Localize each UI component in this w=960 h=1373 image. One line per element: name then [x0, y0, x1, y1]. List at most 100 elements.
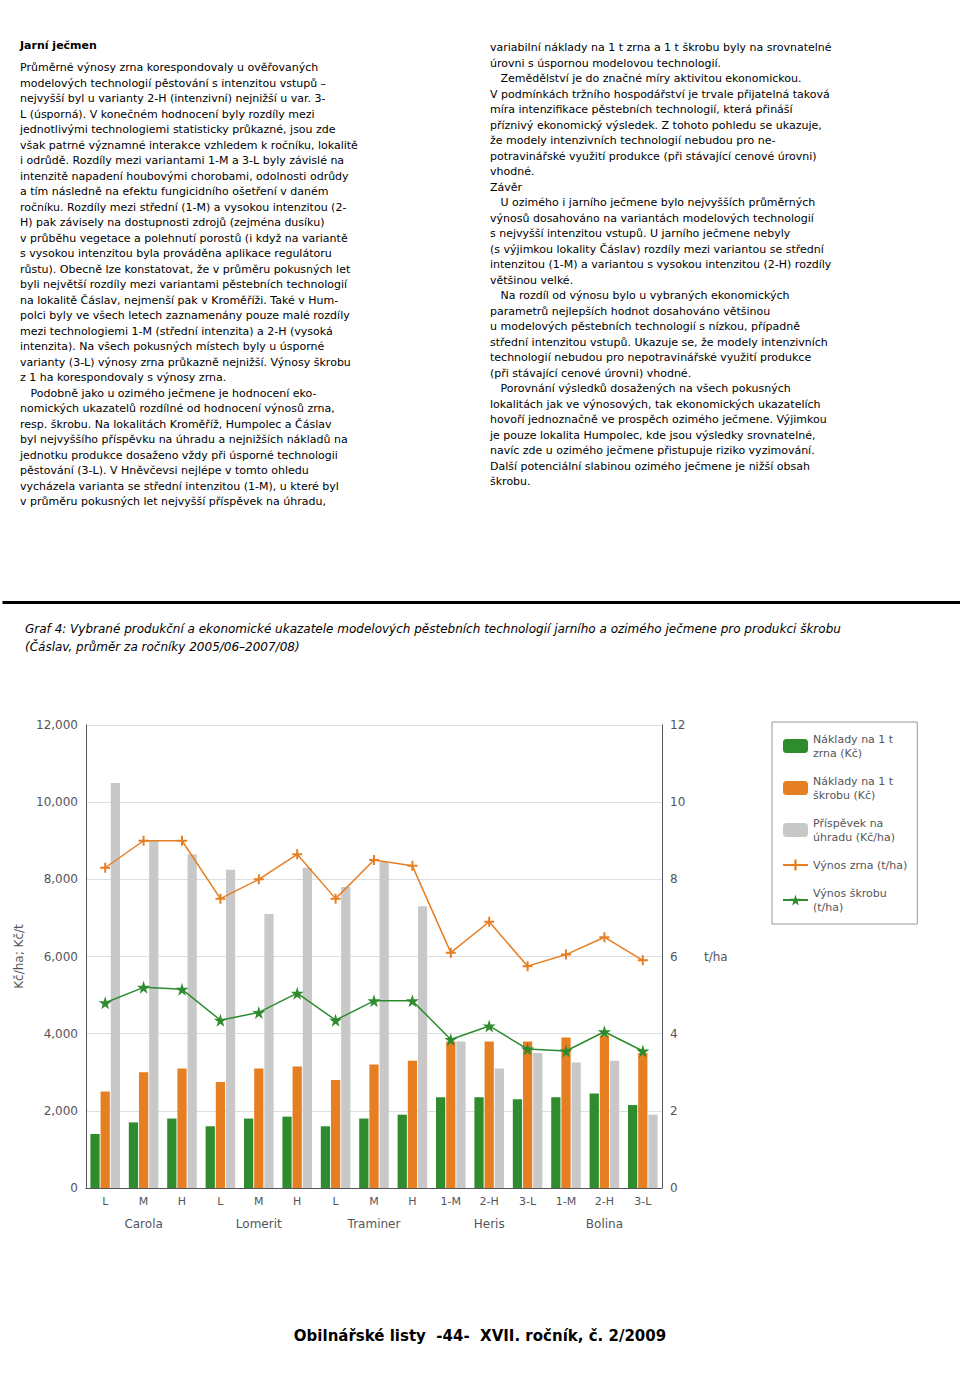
- svg-text:Výnos škrobu: Výnos škrobu: [813, 887, 887, 900]
- svg-text:pěstování (3-L). V Hněvčevsi n: pěstování (3-L). V Hněvčevsi nejlépe v t…: [20, 464, 309, 477]
- svg-text:a tím následně na efektu fungi: a tím následně na efektu fungicidního oš…: [20, 185, 329, 198]
- svg-text:resp. škrobu. Na lokalitách Kr: resp. škrobu. Na lokalitách Kroměříž, Hu…: [20, 418, 332, 431]
- svg-text:3-L: 3-L: [519, 1195, 537, 1208]
- svg-text:potravinářské využití produkce: potravinářské využití produkce (při stáv…: [490, 150, 817, 163]
- svg-text:L: L: [333, 1195, 340, 1208]
- svg-text:8: 8: [670, 872, 678, 886]
- svg-text:2-H: 2-H: [595, 1195, 614, 1208]
- svg-text:s nejvyšší intenzitou vstupů.: s nejvyšší intenzitou vstupů. U jarního …: [490, 227, 791, 240]
- svg-text:Traminer: Traminer: [347, 1217, 401, 1231]
- svg-text:L (úsporná). V konečném hodnoc: L (úsporná). V konečném hodnocení byly r…: [20, 108, 315, 121]
- svg-text:10: 10: [670, 795, 685, 809]
- svg-text:že modely intenzivních technol: že modely intenzivních technologií nebud…: [490, 134, 776, 147]
- svg-text:2,000: 2,000: [44, 1104, 78, 1118]
- svg-text:byli největší rozdíly mezi var: byli největší rozdíly mezi variantami pě…: [20, 278, 348, 291]
- svg-text:i odrůdě. Rozdíly mezi variant: i odrůdě. Rozdíly mezi variantami 1-M a …: [20, 154, 344, 167]
- svg-text:M: M: [254, 1195, 264, 1208]
- svg-text:úrovni s úspornou modelovou te: úrovni s úspornou modelovou technologií.: [490, 57, 721, 70]
- svg-text:Graf 4: Vybrané produkční a ek: Graf 4: Vybrané produkční a ekonomické u…: [25, 622, 841, 636]
- svg-text:Průměrné výnosy zrna korespond: Průměrné výnosy zrna korespondovaly u ov…: [20, 61, 318, 74]
- svg-text:Náklady na 1 t: Náklady na 1 t: [813, 775, 894, 788]
- svg-text:H) pak závisely na dostupnosti: H) pak závisely na dostupnosti zdrojů (z…: [20, 216, 324, 229]
- svg-text:Kč/ha; Kč/t: Kč/ha; Kč/t: [12, 924, 26, 989]
- svg-text:ročníku. Rozdíly mezi střední: ročníku. Rozdíly mezi střední (1-M) a vy…: [20, 201, 346, 214]
- svg-text:2: 2: [670, 1104, 678, 1118]
- svg-text:Výnos zrna (t/ha): Výnos zrna (t/ha): [813, 859, 907, 872]
- svg-text:Jarní ječmen: Jarní ječmen: [19, 39, 97, 52]
- svg-text:střední intenzitou vstupů. Uka: střední intenzitou vstupů. Ukazuje se, ž…: [490, 336, 828, 349]
- svg-text:Další potenciální slabinou ozi: Další potenciální slabinou ozimého ječme…: [490, 460, 810, 473]
- svg-text:Lomerit: Lomerit: [236, 1217, 282, 1231]
- svg-text:Bolina: Bolina: [586, 1217, 623, 1231]
- svg-text:Heris: Heris: [474, 1217, 505, 1231]
- svg-text:(t/ha): (t/ha): [813, 901, 843, 914]
- svg-text:jednotku produkce dosaženo vžd: jednotku produkce dosaženo vždy při úspo…: [19, 449, 338, 462]
- svg-text:modelových technologií pěstová: modelových technologií pěstování s inten…: [20, 77, 326, 90]
- svg-text:v průměru pokusných let nejvyš: v průměru pokusných let nejvyšší příspěv…: [20, 495, 326, 508]
- svg-text:4: 4: [670, 1027, 678, 1041]
- svg-text:zrna (Kč): zrna (Kč): [813, 747, 862, 760]
- svg-text:variabilní náklady na 1 t zrna: variabilní náklady na 1 t zrna a 1 t škr…: [490, 41, 832, 54]
- svg-text:Carola: Carola: [124, 1217, 162, 1231]
- svg-text:L: L: [102, 1195, 109, 1208]
- svg-text:0: 0: [670, 1181, 678, 1195]
- svg-text:jednotlivými technologiemi sta: jednotlivými technologiemi statisticky p…: [19, 123, 336, 136]
- svg-text:Porovnání výsledků dosažených: Porovnání výsledků dosažených na všech p…: [490, 382, 791, 395]
- svg-text:navíc zde u ozimého ječmene př: navíc zde u ozimého ječmene přistupuje r…: [490, 444, 815, 457]
- svg-text:Zemědělství je do značné míry: Zemědělství je do značné míry aktivitou …: [490, 72, 802, 85]
- svg-text:3-L: 3-L: [634, 1195, 652, 1208]
- svg-text:s vysokou intenzitou byla prov: s vysokou intenzitou byla prováděna apli…: [20, 247, 332, 260]
- svg-text:V podmínkách tržního hospodářs: V podmínkách tržního hospodářství je trv…: [490, 88, 830, 101]
- svg-text:Závěr: Závěr: [490, 181, 523, 194]
- svg-text:v průběhu vegetace a polehnutí: v průběhu vegetace a polehnutí porostů (…: [20, 232, 348, 245]
- svg-text:intenzitě napadení houbovými c: intenzitě napadení houbovými chorobami, …: [20, 170, 349, 183]
- svg-text:je pouze lokalita Humpolec, kd: je pouze lokalita Humpolec, kde jsou výs…: [489, 429, 815, 442]
- svg-text:M: M: [369, 1195, 379, 1208]
- svg-text:(Čáslav, průměr za ročníky 200: (Čáslav, průměr za ročníky 2005/06–2007/…: [25, 639, 300, 654]
- svg-text:1-M: 1-M: [441, 1195, 461, 1208]
- svg-text:polci byly ve všech letech zaz: polci byly ve všech letech zaznamenány p…: [20, 309, 350, 322]
- svg-text:mezi technologiemi 1-M (středn: mezi technologiemi 1-M (střední intenzit…: [20, 325, 333, 338]
- svg-text:L: L: [217, 1195, 224, 1208]
- svg-text:8,000: 8,000: [44, 872, 78, 886]
- svg-text:většinou velké.: většinou velké.: [490, 274, 573, 287]
- svg-text:Na rozdíl od výnosu bylo u vyb: Na rozdíl od výnosu bylo u vybraných eko…: [490, 289, 789, 302]
- svg-text:M: M: [139, 1195, 149, 1208]
- svg-text:12: 12: [670, 718, 685, 732]
- svg-text:růstu). Obecně lze konstatovat: růstu). Obecně lze konstatovat, že v prů…: [20, 263, 351, 276]
- svg-text:Náklady na 1 t: Náklady na 1 t: [813, 733, 894, 746]
- svg-text:U ozimého i jarního ječmene by: U ozimého i jarního ječmene bylo nejvyšš…: [490, 196, 815, 209]
- svg-text:Podobně jako u ozimého ječmene: Podobně jako u ozimého ječmene je hodnoc…: [20, 387, 316, 400]
- svg-text:nejvyšší byl u varianty 2-H (i: nejvyšší byl u varianty 2-H (intenzivní)…: [20, 92, 326, 105]
- svg-text:vhodné.: vhodné.: [490, 165, 534, 178]
- svg-text:technologií nebudou pro nepotr: technologií nebudou pro nepotravinářské …: [490, 351, 811, 364]
- svg-text:nomických ukazatelů rozdílné o: nomických ukazatelů rozdílné od hodnocen…: [20, 402, 335, 415]
- svg-text:škrobu (Kč): škrobu (Kč): [813, 789, 875, 802]
- svg-text:4,000: 4,000: [44, 1027, 78, 1041]
- svg-text:(při stávající cenové úrovni): (při stávající cenové úrovni) vhodné.: [490, 367, 691, 380]
- svg-text:intenzitou (1-M) a variantou s: intenzitou (1-M) a variantou s vysokou i…: [490, 258, 832, 271]
- svg-text:vycházela varianta se střední: vycházela varianta se střední intenzitou…: [20, 480, 339, 493]
- svg-text:škrobu.: škrobu.: [490, 475, 531, 488]
- svg-text:hovoří jednoznačně ve prospěch: hovoří jednoznačně ve prospěch ozimého j…: [490, 413, 827, 426]
- svg-text:10,000: 10,000: [36, 795, 78, 809]
- svg-text:1-M: 1-M: [556, 1195, 576, 1208]
- svg-text:příznivý ekonomický výsledek.: příznivý ekonomický výsledek. Z tohoto p…: [490, 119, 822, 132]
- svg-text:t/ha: t/ha: [704, 950, 728, 964]
- svg-text:míra intenzifikace pěstebních: míra intenzifikace pěstebních technologi…: [490, 103, 794, 116]
- svg-text:2-H: 2-H: [480, 1195, 499, 1208]
- svg-text:lokalitách jak ve výnosových,: lokalitách jak ve výnosových, tak ekonom…: [490, 398, 821, 411]
- svg-text:Obilnářské listy -44- XVII.: Obilnářské listy -44- XVII. ročník, č. 2…: [294, 1327, 666, 1345]
- svg-text:parametrů nejlepších hodnot do: parametrů nejlepších hodnot dosahováno v…: [490, 305, 770, 318]
- svg-text:na lokalitě Čáslav, nejmenší p: na lokalitě Čáslav, nejmenší pak v Kromě…: [20, 294, 338, 307]
- svg-text:Příspěvek na: Příspěvek na: [813, 817, 883, 830]
- svg-text:H: H: [293, 1195, 301, 1208]
- svg-text:u modelových pěstebních techno: u modelových pěstebních technologií s ní…: [490, 320, 800, 333]
- svg-text:úhradu (Kč/ha): úhradu (Kč/ha): [813, 831, 895, 844]
- svg-text:varianty (3-L) výnosy zrna prů: varianty (3-L) výnosy zrna průkazně nejn…: [20, 356, 351, 369]
- svg-text:0: 0: [70, 1181, 78, 1195]
- svg-text:výnosů dosahováno na variantác: výnosů dosahováno na variantách modelový…: [490, 212, 815, 225]
- svg-text:H: H: [408, 1195, 416, 1208]
- svg-text:(s výjimkou lokality Čáslav) r: (s výjimkou lokality Čáslav) rozdíly mez…: [490, 243, 825, 256]
- svg-text:intenzita). Na všech pokusných: intenzita). Na všech pokusných místech b…: [20, 340, 325, 353]
